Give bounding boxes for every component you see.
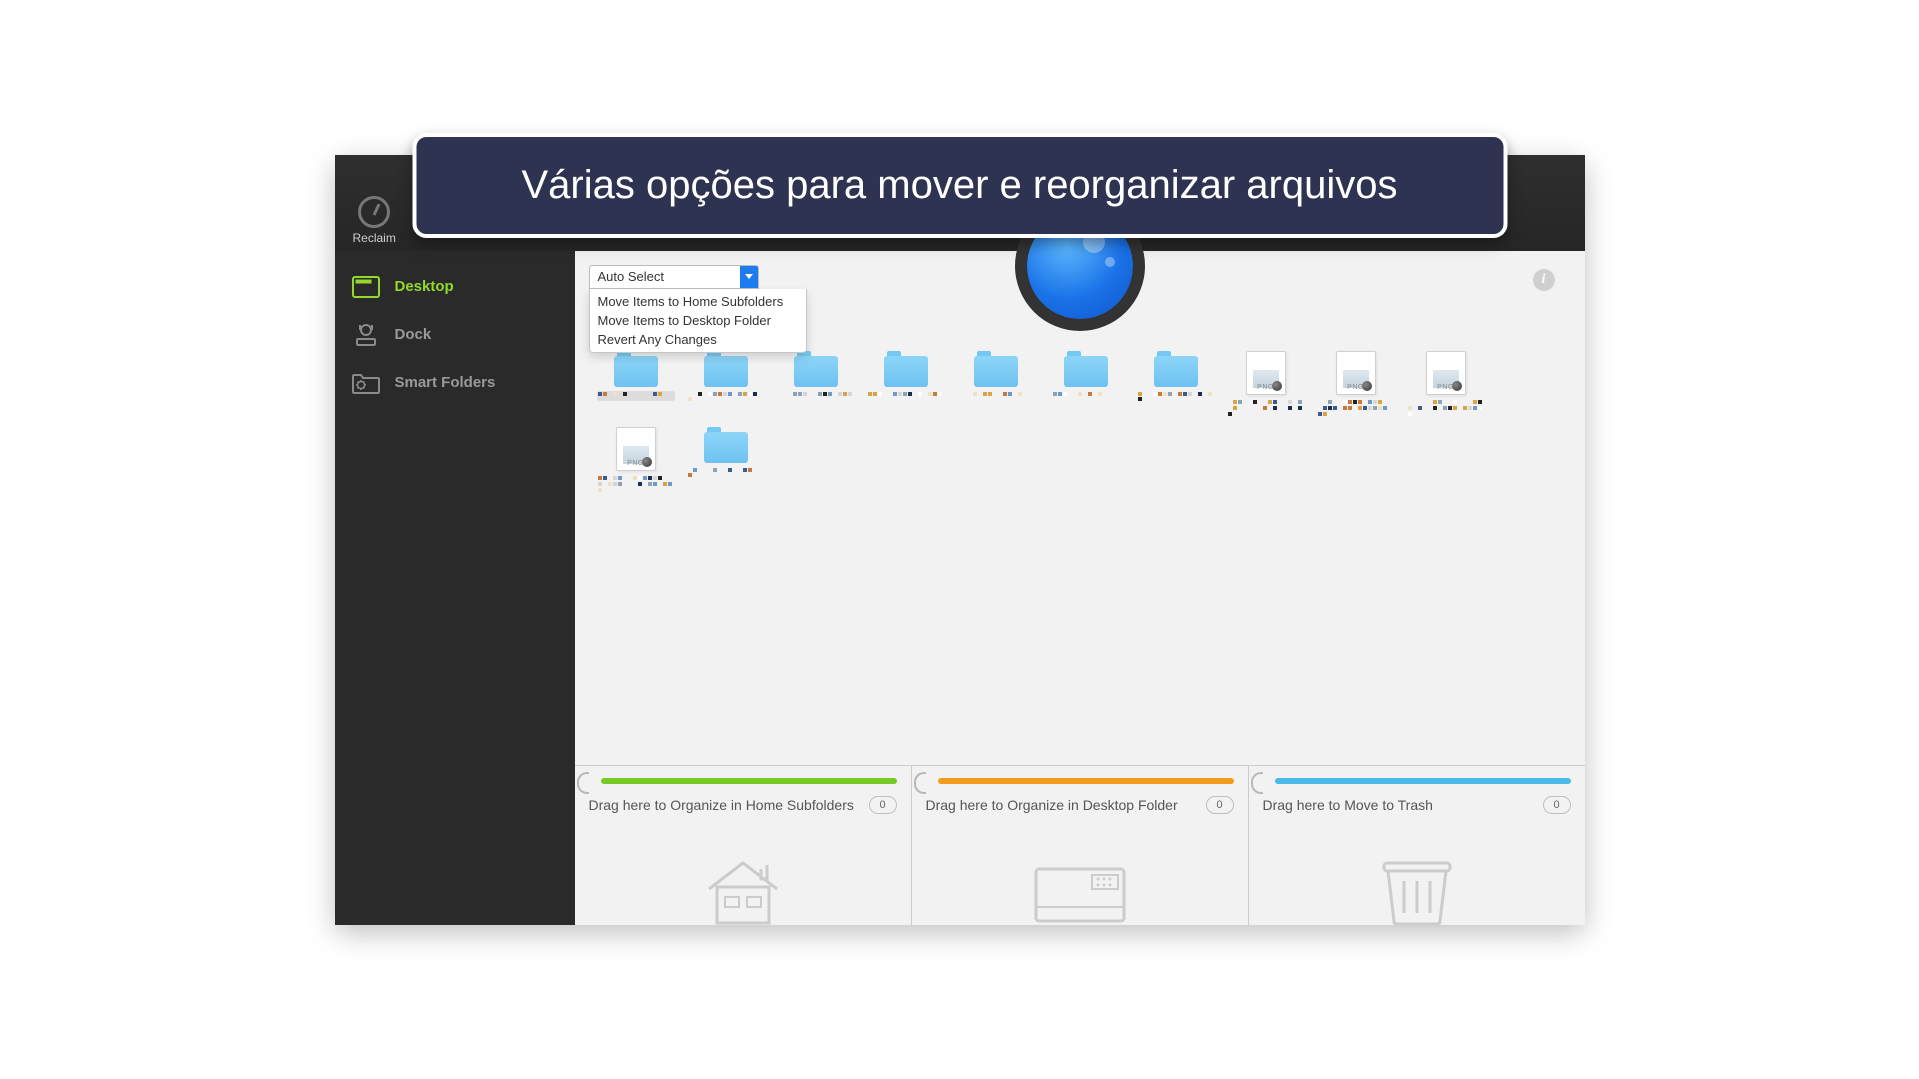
- png-icon: PNG: [1426, 351, 1466, 395]
- png-icon: PNG: [1336, 351, 1376, 395]
- dropzone-trash[interactable]: Drag here to Move to Trash 0: [1248, 766, 1585, 925]
- folder-icon: [1154, 351, 1198, 387]
- dropzone-count: 0: [869, 796, 897, 814]
- info-glyph: i: [1542, 272, 1546, 288]
- folder-icon: [974, 351, 1018, 387]
- dropzone-handle-icon: [1251, 772, 1263, 794]
- file-label: [597, 475, 675, 495]
- file-label: [1137, 391, 1215, 401]
- sidebar-item-dock[interactable]: Dock: [335, 311, 575, 359]
- dropzone-handle-icon: [577, 772, 589, 794]
- main-panel: i Auto Select Move Items to Home Subfold…: [575, 251, 1585, 925]
- reclaim-icon: [358, 196, 390, 228]
- folder-item[interactable]: [681, 351, 771, 419]
- folder-icon: [704, 427, 748, 463]
- dropdown-button[interactable]: Auto Select: [589, 265, 759, 289]
- info-icon[interactable]: i: [1533, 269, 1555, 291]
- dropzone-row: Drag here to Organize in Home Subfolders…: [589, 796, 897, 814]
- file-label: [957, 391, 1035, 401]
- folder-icon: [704, 351, 748, 387]
- file-label: [1047, 391, 1125, 401]
- dropzone-icon-wrap: [926, 814, 1234, 925]
- folder-item[interactable]: [861, 351, 951, 419]
- dropdown-selected: Auto Select: [598, 269, 665, 284]
- headline-banner: Várias opções para mover e reorganizar a…: [412, 133, 1507, 238]
- folder-item[interactable]: [1041, 351, 1131, 419]
- file-label: [1227, 399, 1305, 419]
- png-file-item[interactable]: PNG: [591, 427, 681, 495]
- file-label: [687, 467, 765, 477]
- dropzone-icon-wrap: [589, 814, 897, 925]
- sidebar-item-label: Dock: [395, 326, 432, 343]
- dock-icon: [351, 323, 381, 347]
- file-label: [687, 391, 765, 401]
- png-icon: PNG: [616, 427, 656, 471]
- dropzone-home[interactable]: Drag here to Organize in Home Subfolders…: [575, 766, 911, 925]
- smart-folders-icon: [351, 371, 381, 395]
- png-file-item[interactable]: PNG: [1311, 351, 1401, 419]
- sidebar-item-label: Smart Folders: [395, 374, 496, 391]
- dropdown-option[interactable]: Move Items to Home Subfolders: [590, 292, 806, 311]
- file-label: [1407, 399, 1485, 419]
- folder-item[interactable]: [1131, 351, 1221, 419]
- sidebar-item-smart-folders[interactable]: Smart Folders: [335, 359, 575, 407]
- sidebar: Desktop Dock Smart Folders: [335, 251, 575, 925]
- desktop-icon: [351, 275, 381, 299]
- body: Desktop Dock Smart Folders i Auto Select…: [335, 251, 1585, 925]
- dropzone-desktop-folder[interactable]: Drag here to Organize in Desktop Folder …: [911, 766, 1248, 925]
- action-dropdown: Auto Select Move Items to Home Subfolder…: [589, 265, 807, 353]
- folder-item[interactable]: [771, 351, 861, 419]
- dropzone-bar: [938, 778, 1234, 784]
- png-file-item[interactable]: PNG: [1401, 351, 1491, 419]
- file-label: [1317, 399, 1395, 419]
- folder-icon: [614, 351, 658, 387]
- file-label: [867, 391, 945, 401]
- dropzones: Drag here to Organize in Home Subfolders…: [575, 765, 1585, 925]
- app-window: Várias opções para mover e reorganizar a…: [335, 155, 1585, 925]
- dropdown-option[interactable]: Revert Any Changes: [590, 330, 806, 349]
- dropzone-row: Drag here to Organize in Desktop Folder …: [926, 796, 1234, 814]
- dropzone-handle-icon: [914, 772, 926, 794]
- dropzone-bar: [1275, 778, 1571, 784]
- folder-icon: [1064, 351, 1108, 387]
- dropzone-count: 0: [1543, 796, 1571, 814]
- dropzone-row: Drag here to Move to Trash 0: [1263, 796, 1571, 814]
- dropzone-label: Drag here to Move to Trash: [1263, 797, 1433, 813]
- dropzone-bar: [601, 778, 897, 784]
- folder-item[interactable]: [951, 351, 1041, 419]
- dropzone-icon-wrap: [1263, 814, 1571, 925]
- folder-item[interactable]: [681, 427, 771, 495]
- dropzone-label: Drag here to Organize in Desktop Folder: [926, 797, 1178, 813]
- toolbar-label: Reclaim: [353, 231, 396, 245]
- file-label: [777, 391, 855, 401]
- png-file-item[interactable]: PNG: [1221, 351, 1311, 419]
- headline-text: Várias opções para mover e reorganizar a…: [522, 163, 1398, 207]
- dropdown-option[interactable]: Move Items to Desktop Folder: [590, 311, 806, 330]
- sidebar-item-desktop[interactable]: Desktop: [335, 263, 575, 311]
- dropdown-menu: Move Items to Home SubfoldersMove Items …: [589, 289, 807, 353]
- chevron-down-icon: [740, 266, 758, 288]
- folder-icon: [884, 351, 928, 387]
- dropzone-label: Drag here to Organize in Home Subfolders: [589, 797, 854, 813]
- png-icon: PNG: [1246, 351, 1286, 395]
- folder-icon: [794, 351, 838, 387]
- toolbar-item-reclaim[interactable]: Reclaim: [353, 196, 396, 245]
- dropzone-count: 0: [1206, 796, 1234, 814]
- folder-item[interactable]: [591, 351, 681, 419]
- file-label: [597, 391, 675, 401]
- sidebar-item-label: Desktop: [395, 278, 454, 295]
